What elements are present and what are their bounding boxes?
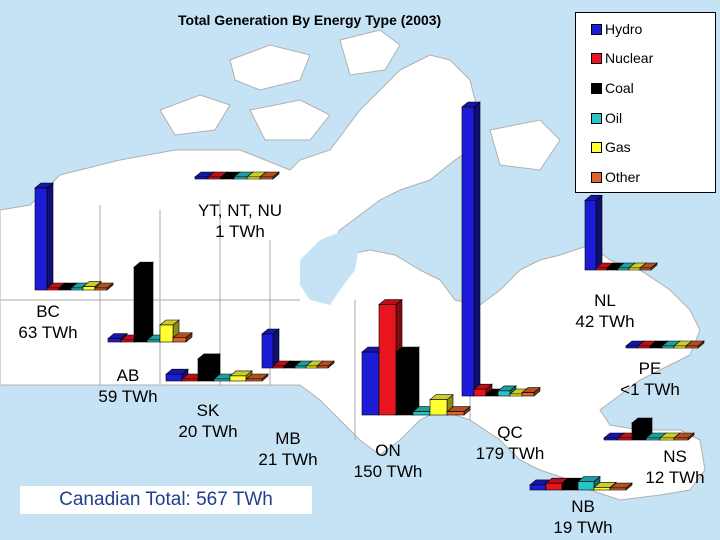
bar-qc-hydro xyxy=(461,101,481,397)
arctic-island xyxy=(229,44,311,91)
region-total: 19 TWh xyxy=(553,518,613,537)
legend-item-oil: Oil xyxy=(591,110,622,126)
region-label-bc: BC 63 TWh xyxy=(8,301,88,343)
hudson-bay xyxy=(300,230,360,305)
legend-label: Gas xyxy=(605,139,631,155)
canadian-total: Canadian Total: 567 TWh xyxy=(20,486,312,514)
region-total: 59 TWh xyxy=(98,387,158,406)
legend-swatch xyxy=(591,52,602,64)
bar-qc-other xyxy=(521,386,541,397)
region-label-ns: NS 12 TWh xyxy=(630,446,720,488)
region-label-sk: SK 20 TWh xyxy=(168,400,248,442)
arctic-island xyxy=(489,119,561,171)
region-label-qc: QC 179 TWh xyxy=(465,422,555,464)
bar-group-sk xyxy=(165,353,269,382)
region-label-mb: MB 21 TWh xyxy=(248,428,328,470)
bar-sk-other xyxy=(245,373,269,382)
region-name: NB xyxy=(571,497,595,516)
region-name: YT, NT, NU xyxy=(197,201,283,220)
legend-swatch xyxy=(591,112,602,124)
legend-item-gas: Gas xyxy=(591,139,631,155)
region-label-ab: AB 59 TWh xyxy=(88,365,168,407)
region-name: QC xyxy=(497,423,523,442)
legend-label: Nuclear xyxy=(605,50,654,66)
legend-label: Hydro xyxy=(605,21,643,37)
bar-on-other xyxy=(446,405,471,416)
bar-ab-coal xyxy=(133,261,154,343)
legend-label: Other xyxy=(605,169,641,185)
bar-group-ter xyxy=(194,171,280,180)
bar-nl-other xyxy=(639,262,658,271)
region-label-nb: NB 19 TWh xyxy=(543,496,623,538)
bar-group-mb xyxy=(261,328,335,369)
region-name: SK xyxy=(196,401,220,420)
bar-mb-other xyxy=(316,360,335,369)
region-total: 12 TWh xyxy=(645,468,705,487)
region-total: 20 TWh xyxy=(178,422,238,441)
bar-group-pe xyxy=(625,340,705,349)
bar-bc-hydro xyxy=(34,182,54,291)
region-label-territories: YT, NT, NU 1 TWh xyxy=(180,200,300,242)
bar-group-qc xyxy=(461,101,541,397)
bar-group-ab xyxy=(107,261,193,343)
bar-nb-other xyxy=(609,482,633,491)
bar-group-bc xyxy=(34,182,114,291)
bar-on-coal xyxy=(395,346,420,416)
region-total: 150 TWh xyxy=(353,462,423,481)
legend-label: Oil xyxy=(605,110,623,126)
bar-sk-coal xyxy=(197,353,221,382)
bar-group-nb xyxy=(529,475,633,491)
arctic-island xyxy=(249,99,331,141)
bar-ter-other xyxy=(259,171,280,180)
bar-qc-oil xyxy=(497,385,517,397)
region-total: 179 TWh xyxy=(475,444,545,463)
region-total: <1 TWh xyxy=(620,380,680,399)
legend-swatch xyxy=(591,171,602,183)
legend-item-other: Other xyxy=(591,169,640,185)
region-label-pe: PE <1 TWh xyxy=(605,358,695,400)
region-label-nl: NL 42 TWh xyxy=(565,290,645,332)
bar-mb-hydro xyxy=(261,328,280,369)
legend-swatch xyxy=(591,23,602,35)
region-name: PE xyxy=(638,359,662,378)
bar-ns-other xyxy=(673,432,695,441)
region-name: MB xyxy=(275,429,301,448)
bar-ab-other xyxy=(172,332,193,343)
legend-swatch xyxy=(591,141,602,153)
bar-group-ns xyxy=(603,417,695,441)
region-total: 63 TWh xyxy=(18,323,78,342)
region-total: 21 TWh xyxy=(258,450,318,469)
region-name: NS xyxy=(663,447,687,466)
region-total: 42 TWh xyxy=(575,312,635,331)
bar-pe-other xyxy=(685,340,705,349)
region-name: NL xyxy=(594,291,616,310)
bar-nl-hydro xyxy=(584,194,603,271)
legend-item-hydro: Hydro xyxy=(591,21,642,37)
region-name: BC xyxy=(36,302,60,321)
bar-bc-other xyxy=(94,282,114,291)
arctic-island xyxy=(159,94,231,136)
region-name: AB xyxy=(116,366,140,385)
legend: Hydro Nuclear Coal Oil Gas Other xyxy=(575,12,716,193)
bar-groups xyxy=(34,101,705,491)
region-total: 1 TWh xyxy=(215,222,265,241)
bar-group-nl xyxy=(584,194,658,271)
region-label-on: ON 150 TWh xyxy=(343,440,433,482)
legend-item-nuclear: Nuclear xyxy=(591,50,653,66)
region-name: ON xyxy=(375,441,401,460)
chart-title: Total Generation By Energy Type (2003) xyxy=(178,12,442,28)
legend-label: Coal xyxy=(605,80,634,96)
legend-item-coal: Coal xyxy=(591,80,634,96)
bar-group-on xyxy=(361,298,471,416)
arctic-island xyxy=(339,29,401,76)
legend-swatch xyxy=(591,82,602,94)
